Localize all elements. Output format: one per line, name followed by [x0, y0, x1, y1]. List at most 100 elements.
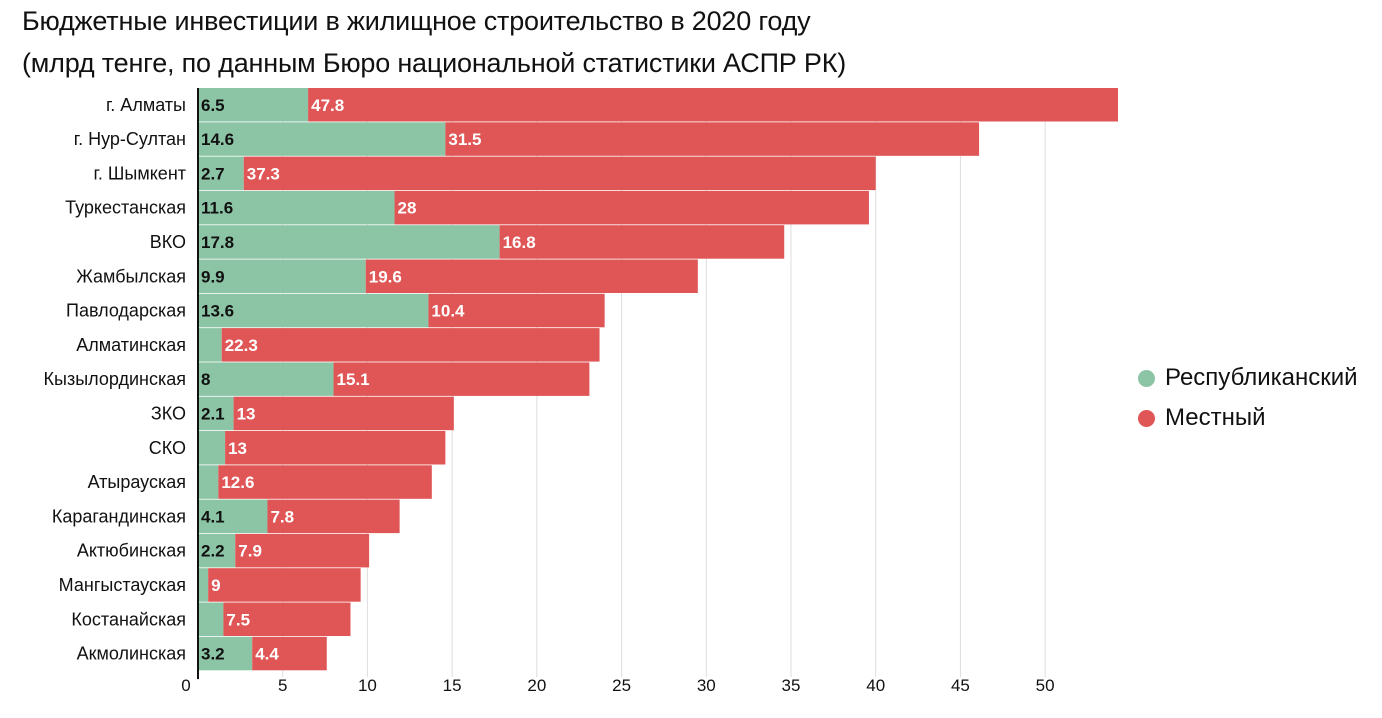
x-tick-label: 10 [358, 676, 377, 695]
category-label: г. Нур-Султан [74, 129, 186, 149]
x-tick-label: 15 [443, 676, 462, 695]
bar-republican [198, 156, 244, 191]
data-label-republican: 3.2 [201, 645, 225, 664]
data-label-local: 7.8 [270, 507, 294, 526]
bar-republican [198, 362, 334, 396]
x-tick-label: 40 [866, 676, 885, 695]
bar-republican [198, 88, 309, 122]
bar-local [308, 88, 1118, 122]
x-tick-label: 5 [278, 676, 287, 695]
data-label-republican: 13.6 [201, 302, 234, 321]
x-tick-label: 30 [697, 676, 716, 695]
data-label-republican: 2.7 [201, 164, 225, 183]
bar-republican [198, 431, 226, 465]
category-label: Мангыстауская [59, 575, 186, 595]
category-label: Атырауская [88, 472, 186, 492]
data-label-local: 15.1 [337, 370, 370, 389]
data-label-local: 9 [211, 576, 220, 595]
bar-republican [198, 259, 366, 293]
category-label: Актюбинская [77, 541, 186, 561]
bar-republican [198, 636, 253, 671]
bar-local [235, 533, 370, 568]
data-label-republican: 11.6 [201, 199, 233, 218]
bar-republican [198, 465, 219, 499]
data-label-local: 7.5 [226, 610, 250, 629]
legend-item-local: Местный [1138, 398, 1358, 438]
data-label-local: 28 [398, 199, 417, 218]
x-tick-label: 0 [181, 676, 190, 695]
data-label-republican: 6.5 [201, 96, 225, 115]
bar-local [333, 362, 590, 396]
data-label-local: 10.4 [431, 302, 465, 321]
data-label-republican: 4.1 [201, 507, 225, 526]
data-label-local: 12.6 [221, 473, 254, 492]
category-label: Павлодарская [66, 301, 186, 321]
data-label-local: 7.9 [238, 542, 262, 561]
bar-republican [198, 293, 429, 328]
bar-republican [198, 533, 236, 568]
data-label-local: 47.8 [311, 96, 344, 115]
bar-republican [198, 396, 234, 431]
legend-swatch-local [1138, 409, 1155, 427]
data-label-local: 13 [228, 439, 247, 458]
category-label: Акмолинская [77, 644, 186, 664]
data-label-local: 16.8 [503, 233, 536, 252]
bar-local [233, 396, 454, 431]
bar-local [499, 225, 785, 259]
chart-title: Бюджетные инвестиции в жилищное строител… [22, 6, 811, 36]
category-label: ЗКО [151, 403, 186, 423]
bar-local [394, 190, 869, 225]
bar-local [208, 568, 361, 602]
bar-local [252, 636, 327, 671]
category-label: г. Шымкент [94, 163, 186, 183]
bar-republican [198, 122, 446, 156]
bar-local [428, 293, 605, 328]
x-tick-label: 45 [951, 676, 970, 695]
x-tick-label: 35 [782, 676, 801, 695]
category-label: Туркестанская [65, 198, 186, 218]
x-tick-label: 25 [612, 676, 631, 695]
bar-republican [198, 568, 209, 602]
bar-local [223, 602, 351, 636]
bar-local [225, 431, 446, 465]
category-label: Костанайская [71, 609, 186, 629]
bar-local [243, 156, 876, 191]
bar-republican [198, 190, 395, 225]
data-label-republican: 2.1 [201, 404, 225, 423]
data-label-republican: 14.6 [201, 130, 234, 149]
data-label-republican: 17.8 [201, 233, 234, 252]
data-label-republican: 2.2 [201, 542, 225, 561]
data-label-local: 37.3 [247, 164, 280, 183]
legend-label-republican: Республиканский [1165, 364, 1358, 391]
legend: Республиканский Местный [1138, 358, 1358, 438]
data-label-republican: 8 [201, 370, 210, 389]
bar-local [365, 259, 698, 293]
bar-local [221, 328, 600, 362]
legend-label-local: Местный [1165, 404, 1266, 431]
x-tick-label: 20 [527, 676, 546, 695]
legend-item-republican: Республиканский [1138, 358, 1358, 398]
bar-republican [198, 602, 224, 636]
x-tick-label: 50 [1036, 676, 1055, 695]
data-label-local: 19.6 [369, 267, 402, 286]
bar-local [218, 465, 432, 499]
chart-subtitle: (млрд тенге, по данным Бюро национальной… [22, 48, 847, 78]
category-label: СКО [149, 438, 186, 458]
bar-republican [198, 499, 268, 534]
category-label: Алматинская [76, 335, 186, 355]
category-label: Карагандинская [52, 506, 186, 526]
category-label: Жамбылская [76, 266, 186, 286]
legend-swatch-republican [1138, 369, 1155, 387]
bar-local [267, 499, 400, 534]
data-label-local: 13 [237, 404, 256, 423]
category-label: ВКО [150, 232, 186, 252]
bar-local [445, 122, 980, 156]
data-label-local: 22.3 [225, 336, 258, 355]
data-label-local: 4.4 [255, 645, 279, 664]
data-label-republican: 9.9 [201, 267, 225, 286]
bar-republican [198, 225, 500, 259]
data-label-local: 31.5 [448, 130, 481, 149]
category-label: г. Алматы [106, 95, 186, 115]
category-label: Кызылординская [44, 369, 186, 389]
